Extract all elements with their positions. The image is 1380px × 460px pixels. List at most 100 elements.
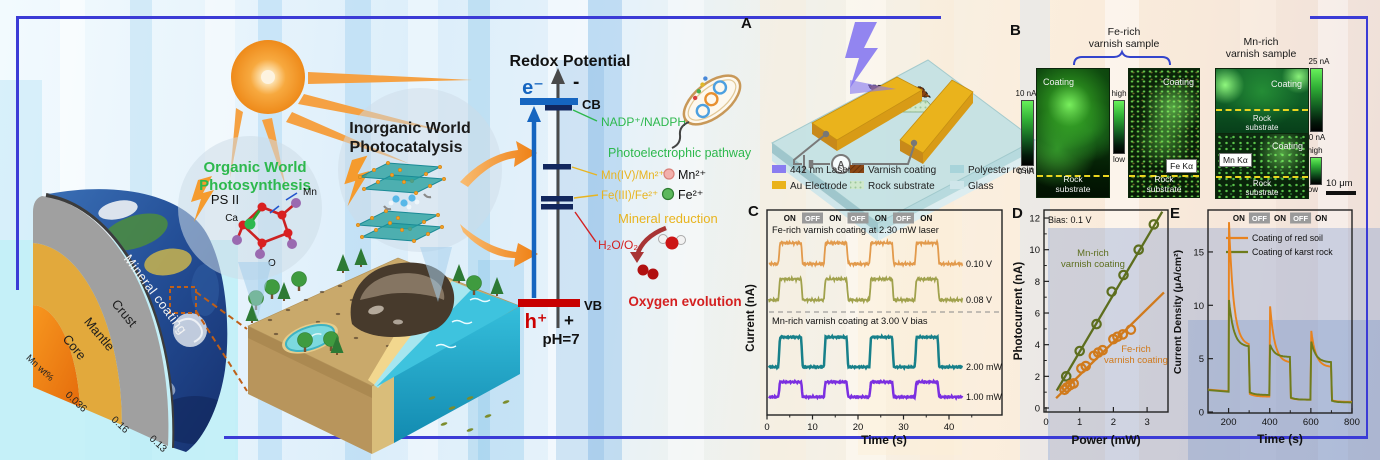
lightning-icon: [344, 155, 370, 207]
atom-label-mn: Mn: [303, 187, 317, 198]
mineral-dot: [389, 172, 395, 178]
organic-title-line1: Organic World: [203, 159, 306, 176]
hole-label: h⁺: [525, 311, 548, 333]
atom-label-o: O: [268, 258, 276, 269]
energy-arrow-up: [460, 141, 537, 187]
rock-label-line1: Rock: [1063, 174, 1083, 185]
panel-e-label: E: [1170, 205, 1181, 222]
mineral-dot: [385, 160, 391, 166]
colorbar2-top-label: high: [1111, 89, 1127, 98]
data-point: [1125, 324, 1137, 335]
axis-box: [766, 209, 1003, 416]
nadp-level-bar: [545, 105, 572, 111]
mn-ka-tag: Mn Kα: [1219, 153, 1252, 167]
conifer-tree: [336, 254, 350, 271]
wave-line: [469, 297, 491, 303]
x-tick-label: 3: [1144, 417, 1149, 428]
mineral-dot: [359, 234, 365, 240]
ammeter-label: A: [837, 160, 844, 171]
mineral-dot: [435, 212, 441, 218]
rock-label-line2: substrate: [1146, 184, 1182, 195]
mineral-dot: [361, 186, 367, 192]
onoff-on-label: ON: [1274, 214, 1286, 223]
colorbar3-bottom-label: 0 nA: [1308, 133, 1326, 142]
x-tick-label: 400: [1262, 417, 1278, 428]
data-point: [1148, 219, 1160, 230]
oxygen-evolution-label: Oxygen evolution: [628, 294, 741, 309]
sea-front-face: [394, 306, 520, 443]
landscape-block: [245, 248, 521, 454]
panel-e-chart: 0 5 10 15 200 400 600 800 Time (s) Current Densit…: [1172, 209, 1360, 446]
rock-boulder-highlight: [360, 273, 445, 300]
x-tick-label: 40: [944, 422, 955, 433]
onoff-off-box: [1290, 212, 1312, 224]
ph-label: pH=7: [542, 331, 579, 348]
trace-2.00mW: [767, 333, 964, 371]
mineral-dot: [425, 231, 431, 237]
coating-label: Coating: [1162, 77, 1194, 87]
conifer-tree: [354, 248, 368, 265]
mn-sample-title: Mn-rich varnish sample: [1206, 36, 1316, 61]
onoff-on-label: ON: [920, 214, 932, 223]
mineral-dot: [371, 167, 377, 173]
y-tick-label: 10: [1029, 245, 1040, 256]
panel-c-label: C: [748, 203, 759, 220]
fe-sample-title-line1: Fe-rich: [1107, 26, 1141, 38]
soil-speckle: [337, 284, 343, 288]
onoff-on-label: ON: [875, 214, 887, 223]
mineral-dot: [423, 171, 429, 177]
data-point: [1133, 244, 1144, 255]
legend-rock-label: Rock substrate: [868, 181, 935, 192]
fe-sample-brace: [1073, 49, 1171, 66]
trace-Coating-of-karst-rock: [1207, 299, 1352, 404]
colorbar-eds-mn: [1310, 157, 1322, 185]
land-left-face: [248, 326, 372, 454]
earth-core: [33, 305, 80, 407]
circuit: A: [793, 130, 918, 174]
x-tick-label: 800: [1344, 417, 1360, 428]
frame-bottom: [224, 436, 1368, 439]
illustration-scene: Mineral coating Crust Mantle Core Mn wt%…: [24, 40, 752, 455]
mineral-dot: [373, 227, 379, 233]
atom-label-ca: Ca: [225, 213, 238, 224]
mineral-reduction-label: Mineral reduction: [618, 211, 718, 226]
annotation-mn: Mn-rich varnish coating at 3.00 V bias: [772, 316, 928, 326]
tree-trunk: [270, 292, 274, 299]
round-tree: [291, 271, 307, 287]
earth-coating-arc: [45, 193, 177, 449]
water-molecules: [383, 193, 432, 211]
data-point: [1112, 331, 1123, 343]
mineral-dot: [397, 167, 403, 173]
trace-label: 2.00 mW: [966, 362, 1003, 372]
zoom-connector: [195, 291, 248, 330]
data-point: [1118, 269, 1129, 281]
mineral-dot: [369, 215, 375, 221]
axis-box: [1207, 209, 1353, 414]
pathway-label: Photoelectrophic pathway: [608, 146, 752, 160]
fish-icon: [466, 396, 474, 400]
sea-front-face-sand: [372, 374, 394, 454]
panel-b-label: B: [1010, 22, 1021, 39]
data-point: [1060, 371, 1072, 382]
conifer-tree: [452, 264, 466, 281]
zoom-connector: [195, 310, 248, 392]
round-tree: [466, 275, 482, 291]
legend-varnish-label: Varnish coating: [868, 165, 936, 176]
trace-1.00mW: [767, 378, 964, 401]
y-tick-label: 15: [1193, 247, 1204, 258]
deep-water-surface: [376, 289, 520, 387]
frame-top-left-segment: [16, 16, 941, 19]
data-point: [1117, 329, 1129, 340]
trace-label: 0.10 V: [966, 259, 992, 269]
onoff-off-box: [802, 212, 823, 224]
legend-laser-label: 442 nm Laser: [790, 165, 852, 176]
mineral-dot: [399, 227, 405, 233]
panel-c-chart: 0 10 20 30 40 Time (s) Current (nA) ON OFF ON OFF O…: [745, 209, 1003, 447]
onoff-off-label: OFF: [805, 214, 820, 223]
fe-ion-label: Fe²⁺: [678, 188, 703, 202]
ammeter-icon: [831, 154, 851, 174]
soil-speckle: [303, 298, 309, 302]
legend-glass-label: Glass: [968, 181, 994, 192]
x-axis-title: Power (mW): [1071, 433, 1140, 447]
